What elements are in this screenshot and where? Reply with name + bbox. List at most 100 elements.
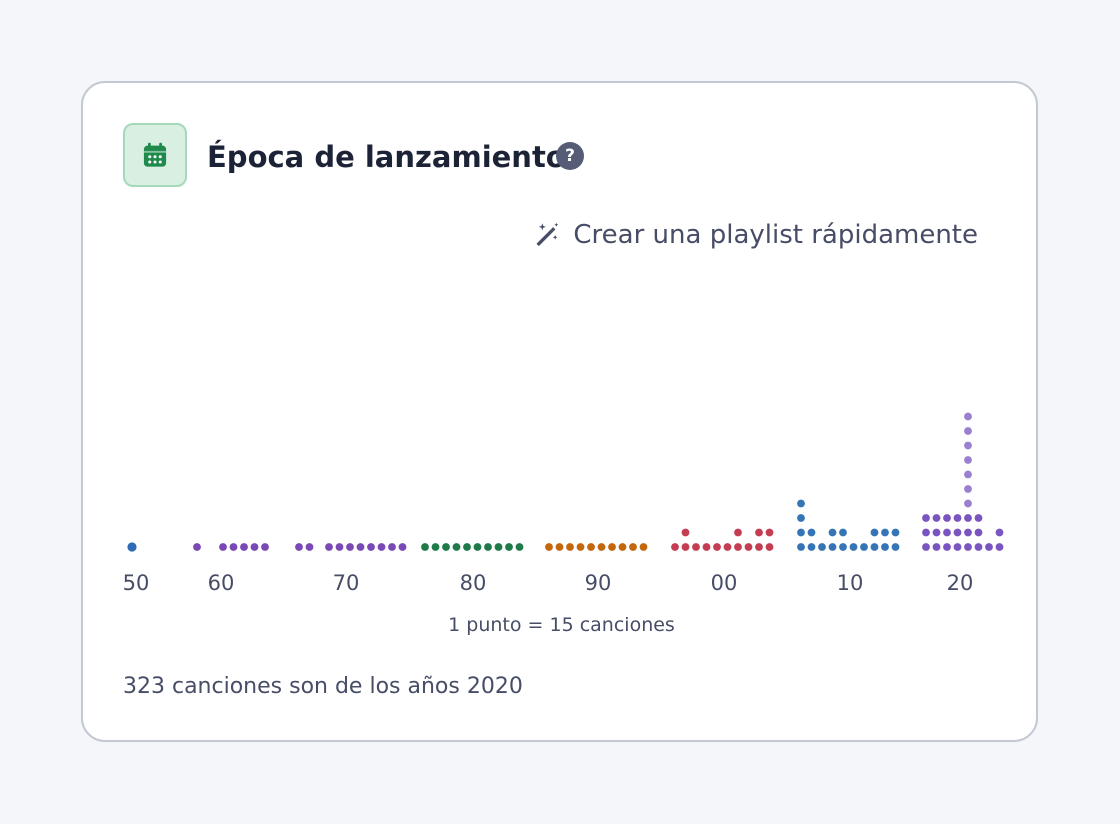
dot-10-0-2 bbox=[797, 514, 805, 522]
card-title: Época de lanzamiento bbox=[207, 140, 566, 174]
dot-70-7-0 bbox=[377, 543, 386, 551]
dot-20-4-9 bbox=[964, 412, 972, 421]
dot-70-8-0 bbox=[388, 543, 396, 551]
dot-20-1-0 bbox=[932, 543, 941, 551]
dot-80-1-0 bbox=[431, 543, 440, 551]
decade-cluster-50 bbox=[127, 542, 137, 552]
calendar-icon-box bbox=[123, 123, 187, 187]
dot-20-6-0 bbox=[985, 543, 993, 551]
dot-80-2-0 bbox=[442, 543, 450, 551]
dot-20-5-1 bbox=[974, 528, 983, 537]
dot-80-6-0 bbox=[484, 543, 492, 551]
x-tick-label-00: 00 bbox=[711, 571, 738, 595]
decade-cluster-90 bbox=[545, 543, 648, 551]
x-tick-label-20: 20 bbox=[947, 571, 974, 595]
dot-20-4-2 bbox=[964, 514, 972, 522]
dot-20-4-1 bbox=[964, 528, 972, 537]
dot-20-1-2 bbox=[932, 514, 941, 522]
dot-10-1-1 bbox=[807, 528, 816, 537]
dot-10-0-3 bbox=[797, 499, 805, 508]
dot-60-5-0 bbox=[261, 543, 269, 551]
dot-10-1-0 bbox=[807, 543, 816, 551]
x-tick-label-90: 90 bbox=[585, 571, 612, 595]
dot-70-6-0 bbox=[367, 543, 375, 551]
dot-10-0-1 bbox=[797, 528, 805, 537]
dot-00-9-1 bbox=[765, 528, 774, 537]
dot-90-0-0 bbox=[545, 543, 553, 551]
dot-20-5-0 bbox=[974, 543, 983, 551]
x-tick-label-60: 60 bbox=[208, 571, 235, 595]
dot-80-8-0 bbox=[505, 543, 513, 551]
dot-70-2-0 bbox=[325, 543, 333, 551]
x-tick-label-10: 10 bbox=[837, 571, 864, 595]
dot-20-3-2 bbox=[953, 514, 962, 522]
dot-00-2-0 bbox=[692, 543, 700, 551]
question-glyph: ? bbox=[565, 146, 575, 166]
dot-70-5-0 bbox=[356, 543, 365, 551]
dot-20-4-0 bbox=[964, 543, 972, 551]
dot-20-4-4 bbox=[964, 485, 972, 493]
dot-50-0-0 bbox=[127, 542, 137, 552]
question-circle-icon[interactable]: ? bbox=[556, 142, 584, 170]
dot-00-5-0 bbox=[723, 543, 732, 551]
dot-70-1-0 bbox=[305, 543, 314, 551]
dot-80-7-0 bbox=[494, 543, 503, 551]
dot-10-7-1 bbox=[870, 528, 879, 537]
dot-scale-note: 1 punto = 15 canciones bbox=[448, 614, 675, 636]
dot-20-0-1 bbox=[922, 528, 930, 537]
quick-playlist-label: Crear una playlist rápidamente bbox=[573, 220, 978, 250]
release-era-dot-chart: 50 60 70 80 90 00 10 20 bbox=[123, 412, 1004, 595]
dot-90-9-0 bbox=[639, 543, 648, 551]
decade-cluster-20 bbox=[922, 412, 1004, 551]
x-tick-label-70: 70 bbox=[333, 571, 360, 595]
dot-80-4-0 bbox=[463, 543, 471, 551]
dot-10-3-1 bbox=[828, 528, 837, 537]
dot-10-5-0 bbox=[849, 543, 858, 551]
summary-text: 323 canciones son de los años 2020 bbox=[123, 674, 523, 699]
dot-00-7-0 bbox=[744, 543, 753, 551]
dot-20-0-0 bbox=[922, 543, 930, 551]
dot-60-3-0 bbox=[240, 543, 248, 551]
dot-70-3-0 bbox=[335, 543, 344, 551]
dot-00-0-0 bbox=[671, 543, 679, 551]
decade-cluster-10 bbox=[797, 499, 900, 551]
dot-90-5-0 bbox=[597, 543, 606, 551]
dot-90-1-0 bbox=[555, 543, 564, 551]
release-era-card: Época de lanzamiento ? Crear una playlis… bbox=[81, 81, 1038, 742]
dot-20-3-0 bbox=[953, 543, 962, 551]
dot-00-9-0 bbox=[765, 543, 774, 551]
dot-90-4-0 bbox=[587, 543, 595, 551]
dot-00-4-0 bbox=[713, 543, 721, 551]
decade-cluster-00 bbox=[671, 528, 774, 551]
dot-20-7-0 bbox=[995, 543, 1004, 551]
dot-10-4-0 bbox=[839, 543, 847, 551]
dot-20-5-2 bbox=[974, 514, 983, 522]
dot-60-2-0 bbox=[229, 543, 238, 551]
dot-20-4-8 bbox=[964, 427, 972, 435]
dot-00-8-0 bbox=[755, 543, 763, 551]
dot-60-4-0 bbox=[250, 543, 259, 551]
quick-playlist-button[interactable]: Crear una playlist rápidamente bbox=[533, 215, 978, 255]
dot-20-2-2 bbox=[943, 514, 951, 522]
dot-00-3-0 bbox=[702, 543, 711, 551]
dot-10-6-0 bbox=[860, 543, 868, 551]
dot-10-8-1 bbox=[881, 528, 889, 537]
dot-60-1-0 bbox=[219, 543, 227, 551]
dot-80-9-0 bbox=[515, 543, 524, 551]
dot-70-9-0 bbox=[398, 543, 407, 551]
dot-20-3-1 bbox=[953, 528, 962, 537]
dot-20-1-1 bbox=[932, 528, 941, 537]
decade-cluster-70 bbox=[295, 543, 407, 551]
dot-20-2-0 bbox=[943, 543, 951, 551]
dot-90-8-0 bbox=[629, 543, 637, 551]
dot-90-6-0 bbox=[608, 543, 616, 551]
dot-10-8-0 bbox=[881, 543, 889, 551]
dot-00-1-1 bbox=[681, 528, 690, 537]
dot-80-5-0 bbox=[473, 543, 482, 551]
dot-20-4-6 bbox=[964, 456, 972, 464]
dot-10-0-0 bbox=[797, 543, 805, 551]
dot-00-1-0 bbox=[681, 543, 690, 551]
dot-10-9-1 bbox=[891, 528, 900, 537]
dot-10-3-0 bbox=[828, 543, 837, 551]
dot-90-3-0 bbox=[576, 543, 585, 551]
